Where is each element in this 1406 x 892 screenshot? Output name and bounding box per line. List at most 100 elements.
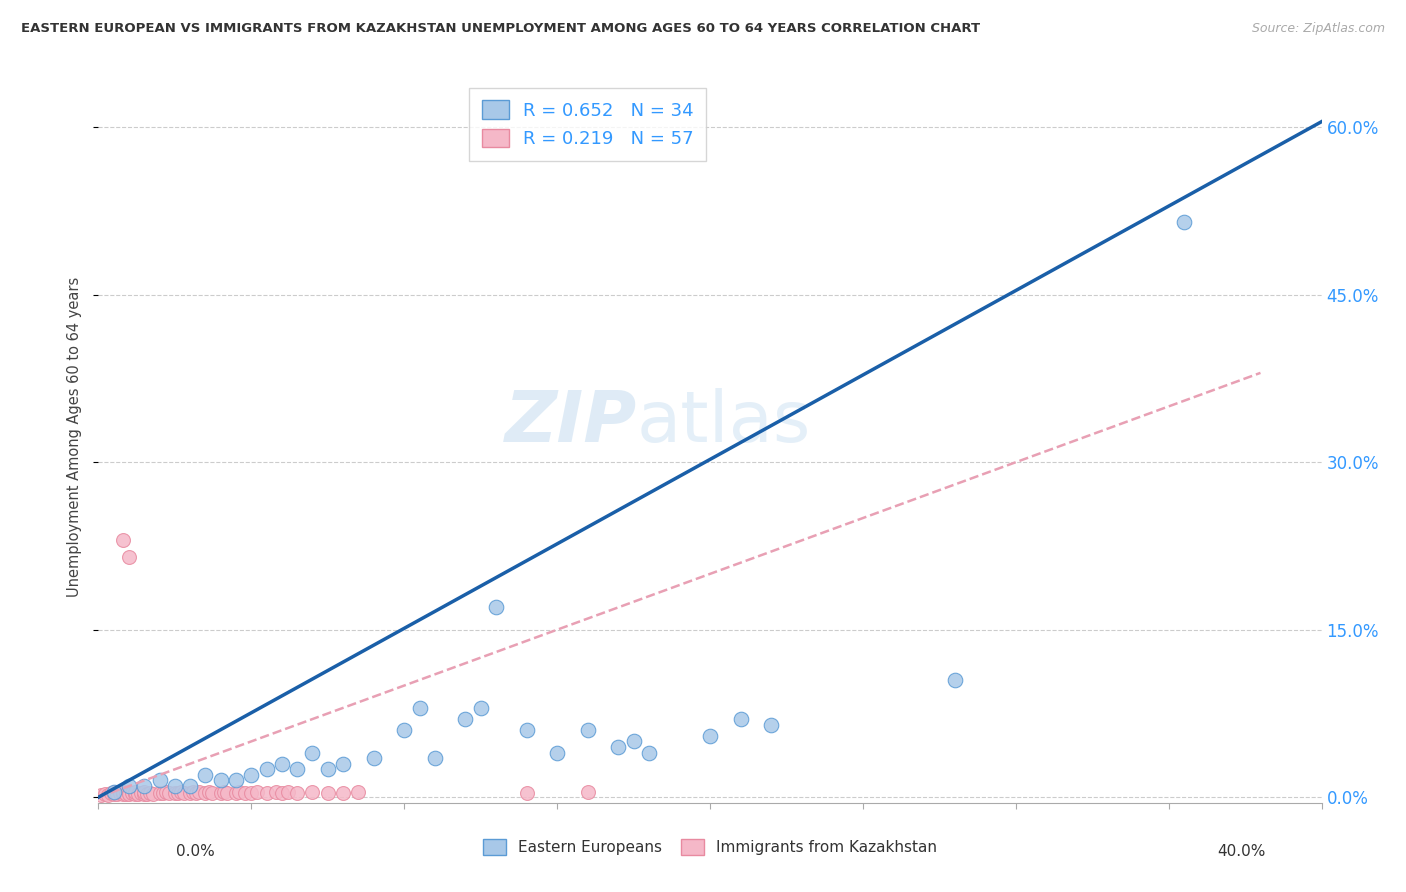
- Point: [301, 746, 323, 760]
- Point: [256, 762, 278, 776]
- Point: [194, 768, 217, 782]
- Point: [264, 784, 287, 798]
- Point: [118, 550, 141, 565]
- Point: [179, 786, 201, 800]
- Point: [1173, 215, 1195, 229]
- Point: [623, 734, 645, 748]
- Point: [170, 784, 193, 798]
- Point: [212, 784, 235, 798]
- Point: [163, 779, 186, 793]
- Point: [225, 786, 247, 800]
- Point: [97, 788, 120, 802]
- Legend: Eastern Europeans, Immigrants from Kazakhstan: Eastern Europeans, Immigrants from Kazak…: [477, 833, 943, 861]
- Point: [134, 787, 156, 801]
- Point: [225, 773, 247, 788]
- Point: [134, 784, 156, 798]
- Point: [516, 723, 538, 738]
- Point: [423, 751, 446, 765]
- Point: [121, 786, 143, 800]
- Point: [111, 784, 134, 798]
- Point: [347, 784, 370, 798]
- Point: [637, 746, 661, 760]
- Point: [155, 784, 177, 798]
- Point: [127, 787, 149, 801]
- Point: [103, 787, 125, 801]
- Point: [209, 786, 232, 800]
- Point: [392, 723, 416, 738]
- Text: ZIP: ZIP: [505, 388, 637, 457]
- Point: [118, 779, 141, 793]
- Point: [316, 762, 339, 776]
- Point: [270, 756, 292, 771]
- Text: EASTERN EUROPEAN VS IMMIGRANTS FROM KAZAKHSTAN UNEMPLOYMENT AMONG AGES 60 TO 64 : EASTERN EUROPEAN VS IMMIGRANTS FROM KAZA…: [21, 22, 980, 36]
- Point: [118, 787, 141, 801]
- Point: [576, 784, 599, 798]
- Point: [129, 786, 152, 800]
- Point: [90, 788, 112, 802]
- Text: Source: ZipAtlas.com: Source: ZipAtlas.com: [1251, 22, 1385, 36]
- Point: [470, 701, 492, 715]
- Point: [301, 784, 323, 798]
- Point: [111, 533, 134, 548]
- Point: [200, 786, 222, 800]
- Point: [699, 729, 721, 743]
- Point: [576, 723, 599, 738]
- Text: 0.0%: 0.0%: [176, 845, 215, 859]
- Point: [163, 786, 186, 800]
- Point: [277, 784, 299, 798]
- Point: [759, 717, 782, 731]
- Point: [124, 784, 146, 798]
- Point: [270, 786, 292, 800]
- Point: [103, 784, 125, 798]
- Point: [93, 787, 115, 801]
- Point: [152, 786, 174, 800]
- Point: [167, 786, 190, 800]
- Point: [607, 739, 630, 754]
- Point: [115, 787, 138, 801]
- Point: [408, 701, 430, 715]
- Point: [194, 786, 217, 800]
- Text: 40.0%: 40.0%: [1218, 845, 1265, 859]
- Point: [197, 784, 219, 798]
- Point: [516, 786, 538, 800]
- Point: [100, 786, 122, 800]
- Point: [186, 786, 208, 800]
- Point: [111, 787, 134, 801]
- Point: [332, 756, 354, 771]
- Point: [943, 673, 966, 687]
- Point: [157, 786, 180, 800]
- Y-axis label: Unemployment Among Ages 60 to 64 years: Unemployment Among Ages 60 to 64 years: [67, 277, 83, 598]
- Point: [228, 784, 250, 798]
- Point: [105, 787, 128, 801]
- Point: [485, 600, 508, 615]
- Point: [246, 784, 269, 798]
- Point: [173, 786, 195, 800]
- Point: [149, 773, 172, 788]
- Point: [233, 786, 256, 800]
- Point: [142, 787, 165, 801]
- Point: [332, 786, 354, 800]
- Point: [363, 751, 385, 765]
- Point: [134, 779, 156, 793]
- Point: [215, 786, 238, 800]
- Text: atlas: atlas: [637, 388, 811, 457]
- Point: [454, 712, 477, 726]
- Point: [188, 784, 211, 798]
- Point: [103, 784, 125, 798]
- Point: [136, 787, 159, 801]
- Point: [118, 786, 141, 800]
- Point: [546, 746, 568, 760]
- Point: [256, 786, 278, 800]
- Point: [285, 762, 308, 776]
- Point: [316, 786, 339, 800]
- Point: [181, 784, 204, 798]
- Point: [149, 786, 172, 800]
- Point: [209, 773, 232, 788]
- Point: [139, 786, 162, 800]
- Point: [240, 786, 263, 800]
- Point: [285, 786, 308, 800]
- Point: [730, 712, 752, 726]
- Point: [108, 786, 131, 800]
- Point: [124, 787, 146, 801]
- Point: [179, 779, 201, 793]
